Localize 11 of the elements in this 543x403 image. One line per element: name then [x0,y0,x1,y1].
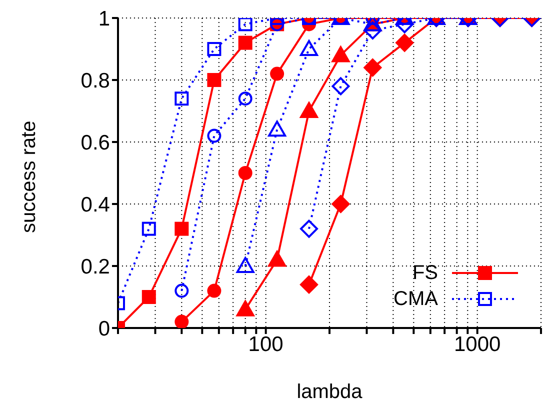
y-tick-label: 0 [98,317,110,340]
legend-label: CMA [394,288,438,310]
y-axis-title: success rate [18,120,40,233]
x-axis-title: lambda [296,381,364,403]
y-tick-label: 1 [98,7,110,30]
y-tick-label: 0.4 [80,193,110,216]
y-tick-label: 0.2 [80,255,110,278]
x-tick-label: 1000 [454,332,501,356]
y-tick-label: 0.8 [80,69,110,92]
y-tick-label: 0.6 [80,131,110,154]
x-tick-label: 100 [248,332,284,356]
